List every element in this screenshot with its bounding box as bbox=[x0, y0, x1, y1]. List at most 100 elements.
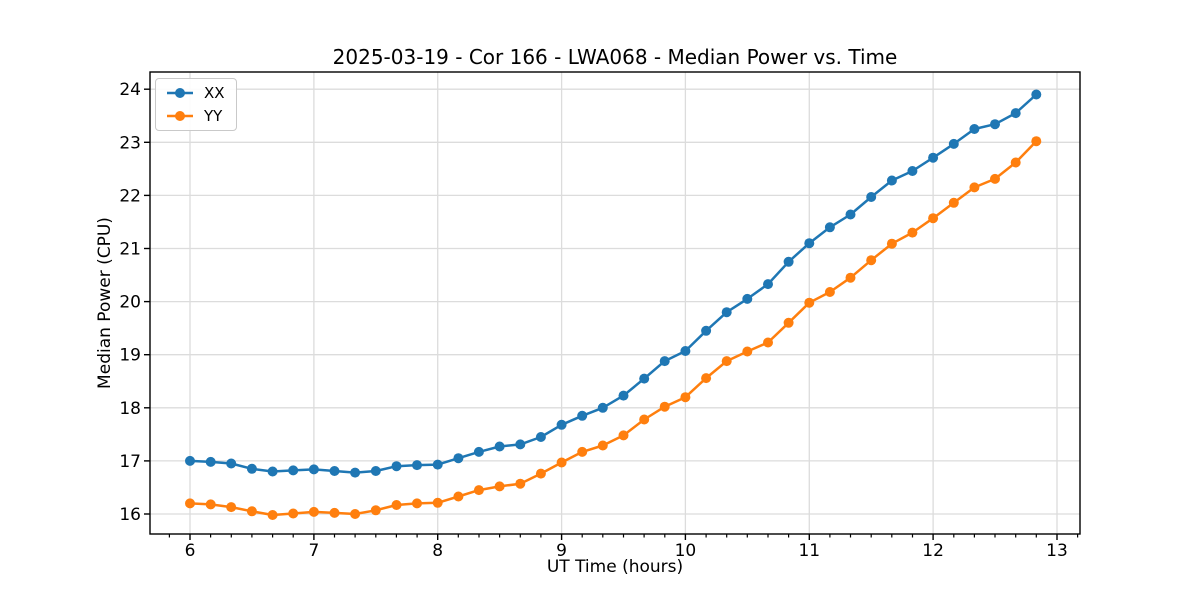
data-point-yy bbox=[804, 297, 815, 308]
x-axis-label: UT Time (hours) bbox=[546, 557, 684, 577]
data-point-yy bbox=[556, 457, 567, 468]
data-point-xx bbox=[783, 256, 794, 267]
data-point-xx bbox=[329, 466, 340, 476]
y-tick-label: 16 bbox=[119, 505, 141, 525]
data-point-xx bbox=[412, 460, 422, 471]
data-point-yy bbox=[412, 498, 422, 509]
x-tick-label: 6 bbox=[185, 541, 196, 561]
data-point-xx bbox=[742, 293, 753, 304]
data-point-xx bbox=[535, 432, 546, 442]
y-tick-label: 18 bbox=[119, 399, 141, 419]
data-point-yy bbox=[824, 287, 835, 297]
data-point-yy bbox=[350, 509, 361, 519]
data-point-yy bbox=[308, 506, 319, 517]
data-point-yy bbox=[267, 510, 278, 520]
y-tick-label: 22 bbox=[119, 186, 141, 206]
data-point-xx bbox=[886, 175, 897, 186]
x-tick-label: 11 bbox=[798, 541, 820, 561]
data-point-xx bbox=[577, 410, 588, 421]
y-tick-label: 17 bbox=[119, 452, 141, 472]
y-tick-label: 23 bbox=[119, 133, 141, 153]
data-point-xx bbox=[948, 138, 959, 149]
data-point-yy bbox=[721, 356, 732, 367]
data-point-xx bbox=[1031, 89, 1042, 100]
data-point-xx bbox=[288, 465, 299, 476]
legend-marker-sample bbox=[175, 88, 185, 98]
data-point-xx bbox=[804, 238, 815, 249]
legend-item-xx: XX bbox=[164, 84, 225, 102]
data-point-xx bbox=[845, 209, 856, 220]
data-point-yy bbox=[948, 197, 959, 208]
data-point-xx bbox=[556, 419, 567, 430]
data-point-yy bbox=[329, 507, 340, 518]
data-point-yy bbox=[783, 317, 794, 328]
data-point-yy bbox=[577, 446, 588, 457]
data-point-xx bbox=[1010, 108, 1021, 119]
data-point-xx bbox=[515, 439, 526, 450]
data-point-xx bbox=[928, 152, 939, 163]
data-point-yy bbox=[288, 508, 299, 519]
data-point-xx bbox=[391, 461, 402, 472]
data-point-yy bbox=[907, 227, 918, 238]
x-tick-label: 12 bbox=[922, 541, 944, 561]
data-point-xx bbox=[473, 446, 484, 457]
data-point-xx bbox=[866, 192, 877, 202]
data-point-yy bbox=[742, 346, 753, 357]
data-point-yy bbox=[391, 500, 402, 510]
data-point-yy bbox=[845, 272, 856, 283]
data-point-xx bbox=[453, 453, 464, 464]
data-point-xx bbox=[680, 346, 691, 356]
legend-line-marker-icon bbox=[167, 111, 193, 121]
data-point-yy bbox=[1010, 157, 1021, 168]
data-point-xx bbox=[969, 124, 980, 134]
data-point-yy bbox=[928, 213, 939, 224]
data-point-xx bbox=[907, 166, 918, 176]
data-point-yy bbox=[515, 478, 526, 489]
data-point-xx bbox=[350, 467, 361, 478]
data-point-xx bbox=[432, 459, 443, 470]
legend-label-yy: YY bbox=[204, 107, 223, 125]
data-point-yy bbox=[969, 182, 980, 193]
data-point-yy bbox=[185, 498, 195, 509]
y-tick-label: 21 bbox=[119, 240, 141, 260]
data-point-yy bbox=[659, 401, 670, 412]
axes-frame bbox=[149, 71, 1081, 535]
y-tick-label: 24 bbox=[119, 80, 141, 100]
data-point-xx bbox=[370, 466, 381, 476]
data-point-yy bbox=[535, 468, 546, 479]
data-point-xx bbox=[226, 458, 237, 469]
x-tick-label: 9 bbox=[556, 541, 567, 561]
data-point-xx bbox=[721, 307, 732, 318]
data-point-yy bbox=[866, 255, 877, 266]
legend-item-yy: YY bbox=[164, 107, 225, 125]
x-tick-label: 7 bbox=[308, 541, 319, 561]
data-point-xx bbox=[639, 373, 650, 384]
data-point-yy bbox=[226, 502, 237, 513]
data-point-yy bbox=[763, 337, 773, 348]
x-tick-label: 8 bbox=[432, 541, 443, 561]
data-point-xx bbox=[267, 466, 278, 477]
series-line-yy bbox=[189, 140, 1038, 517]
data-point-xx bbox=[618, 390, 629, 401]
data-point-yy bbox=[473, 485, 484, 496]
data-point-xx bbox=[185, 455, 195, 466]
data-point-yy bbox=[246, 506, 257, 517]
data-point-yy bbox=[370, 505, 381, 516]
y-tick-label: 19 bbox=[119, 346, 141, 366]
data-point-xx bbox=[763, 279, 773, 290]
data-point-xx bbox=[659, 356, 670, 367]
legend: XX YY bbox=[155, 78, 237, 131]
data-point-xx bbox=[308, 464, 319, 475]
data-point-xx bbox=[205, 456, 216, 467]
data-point-xx bbox=[824, 222, 835, 233]
x-tick-label: 13 bbox=[1046, 541, 1068, 561]
data-point-yy bbox=[1031, 136, 1042, 147]
series-line-xx bbox=[189, 93, 1038, 474]
data-point-xx bbox=[246, 463, 257, 474]
data-point-yy bbox=[639, 414, 650, 425]
data-point-xx bbox=[990, 119, 1000, 130]
x-tick-label: 10 bbox=[675, 541, 697, 561]
y-tick-label: 20 bbox=[119, 293, 141, 313]
